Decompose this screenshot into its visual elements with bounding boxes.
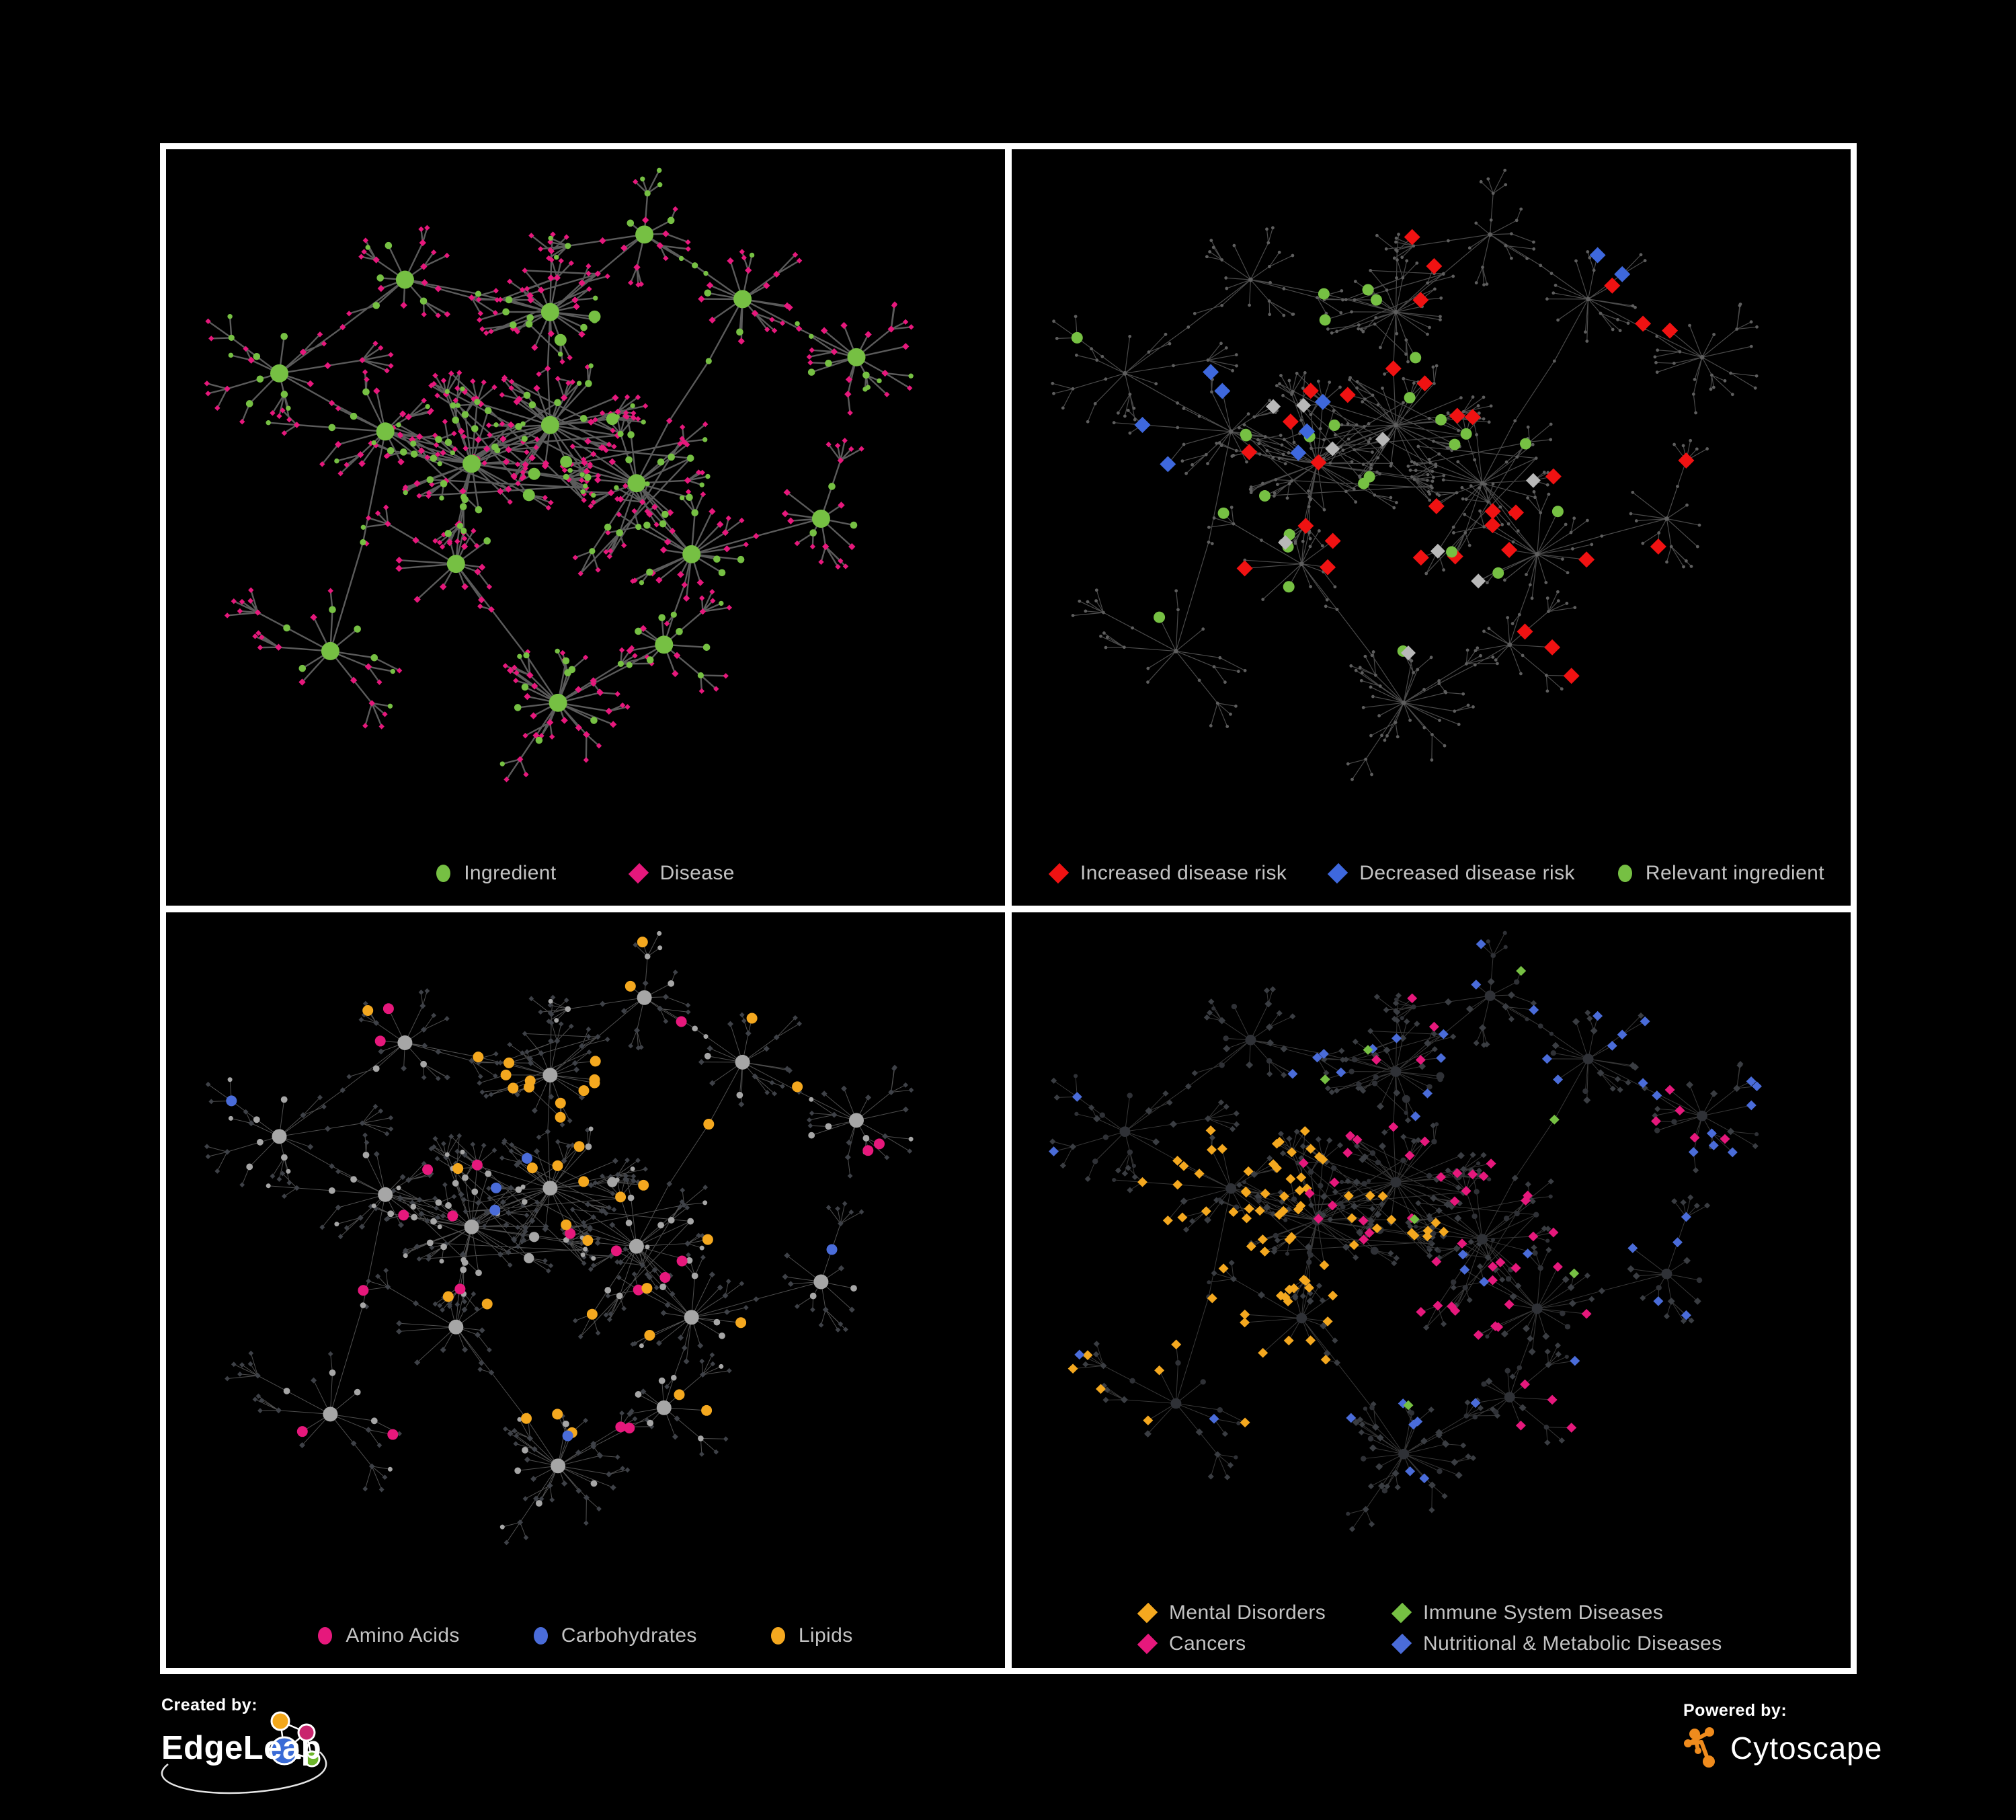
- edgeleap-credit: Created by: EdgeLeap: [161, 1696, 390, 1810]
- legend-label: Mental Disorders: [1169, 1601, 1326, 1624]
- diamond-marker-icon: [628, 863, 649, 883]
- created-by-label: Created by:: [161, 1696, 258, 1714]
- diamond-marker-icon: [1048, 863, 1070, 883]
- legend-item-ingredient: Ingredient: [436, 862, 556, 885]
- legend-label: Disease: [659, 861, 735, 884]
- legend-item-nutritional-metabolic-diseases: Nutritional & Metabolic Diseases: [1391, 1632, 1722, 1655]
- network-nodes-circle: [1074, 931, 1759, 1516]
- network-nodes-circle: [296, 1002, 885, 1440]
- edgeleap-logo-icon: [161, 1711, 327, 1794]
- legend-label: Relevant ingredient: [1645, 861, 1824, 884]
- circle-marker-icon: [533, 1627, 548, 1645]
- circle-marker-icon: [436, 864, 451, 882]
- legend-label: Increased disease risk: [1080, 861, 1287, 884]
- network-nodes-circle: [227, 167, 914, 766]
- network-edges: [1052, 932, 1757, 1530]
- legend-label: Decreased disease risk: [1359, 861, 1575, 884]
- legend-item-disease: Disease: [628, 861, 735, 885]
- legend-disease-classes: Mental Disorders Immune System Diseases Ca…: [1012, 1589, 1851, 1668]
- network-nodes-circle: [1051, 168, 1759, 781]
- edgeleap-node-green: [303, 1750, 321, 1768]
- diamond-marker-icon: [1391, 1602, 1412, 1624]
- legend-label: Ingredient: [464, 861, 557, 884]
- edgeleap-node-blue: [270, 1736, 299, 1766]
- circle-marker-icon: [1617, 864, 1632, 882]
- legend-item-carbohydrates: Carbohydrates: [533, 1624, 697, 1647]
- diamond-marker-icon: [1328, 863, 1348, 883]
- legend-label: Amino Acids: [346, 1624, 460, 1647]
- circle-marker-icon: [318, 1627, 333, 1645]
- legend-item-increased-disease-risk: Increased disease risk: [1048, 861, 1287, 885]
- network-edges: [206, 933, 912, 1543]
- legend-item-immune-system-diseases: Immune System Diseases: [1391, 1601, 1722, 1624]
- legend-item-cancers: Cancers: [1137, 1632, 1394, 1655]
- edgeleap-swoosh: [161, 1751, 327, 1794]
- legend-nutrient-classes: Amino Acids Carbohydrates Lipids: [166, 1604, 1005, 1668]
- legend-item-lipids: Lipids: [770, 1624, 853, 1647]
- network-edges: [1052, 170, 1757, 780]
- panel-nutrient-classes: Amino Acids Carbohydrates Lipids: [166, 912, 1005, 1668]
- edgeleap-wordmark: EdgeLeap: [161, 1730, 322, 1766]
- network-nodes-circle: [1071, 284, 1564, 657]
- network-disease-classes: [1049, 931, 1762, 1532]
- figure-panels-grid: Ingredient Disease Increased disease risk…: [160, 143, 1857, 1674]
- legend-label: Lipids: [798, 1624, 853, 1647]
- legend-node-types: Ingredient Disease: [166, 841, 1005, 906]
- cytoscape-credit: Powered by: Cytoscape: [1683, 1701, 1992, 1795]
- edgeleap-node-orange: [270, 1711, 290, 1731]
- diamond-marker-icon: [1391, 1633, 1412, 1655]
- edgeleap-node-pink: [297, 1723, 316, 1742]
- network-nodes-diamond: [1236, 229, 1695, 684]
- legend-item-relevant-ingredient: Relevant ingredient: [1617, 861, 1824, 885]
- legend-item-amino-acids: Amino Acids: [318, 1624, 459, 1647]
- legend-label: Cancers: [1169, 1632, 1246, 1655]
- legend-label: Immune System Diseases: [1423, 1601, 1664, 1624]
- cytoscape-logo-icon: [1684, 1727, 1715, 1768]
- circle-marker-icon: [770, 1627, 785, 1645]
- legend-disease-risk: Increased disease risk Decreased disease …: [1012, 841, 1851, 906]
- legend-item-mental-disorders: Mental Disorders: [1137, 1601, 1394, 1624]
- diamond-marker-icon: [1137, 1602, 1158, 1624]
- network-disease-risk: [1051, 168, 1759, 781]
- network-node-types: [204, 167, 914, 783]
- legend-item-decreased-disease-risk: Decreased disease risk: [1328, 861, 1575, 885]
- network-edges: [206, 169, 912, 781]
- legend-label: Carbohydrates: [561, 1624, 697, 1647]
- cytoscape-wordmark: Cytoscape: [1730, 1731, 1883, 1766]
- network-nodes-circle: [362, 936, 803, 1438]
- diamond-marker-icon: [1137, 1633, 1158, 1655]
- powered-by-label: Powered by:: [1683, 1701, 1787, 1720]
- panel-disease-classes: Mental Disorders Immune System Diseases Ca…: [1012, 912, 1851, 1668]
- panel-disease-risk: Increased disease risk Decreased disease …: [1012, 149, 1851, 906]
- legend-label: Nutritional & Metabolic Diseases: [1423, 1632, 1722, 1655]
- panel-node-types: Ingredient Disease: [166, 149, 1005, 906]
- network-nutrient-classes: [204, 931, 914, 1545]
